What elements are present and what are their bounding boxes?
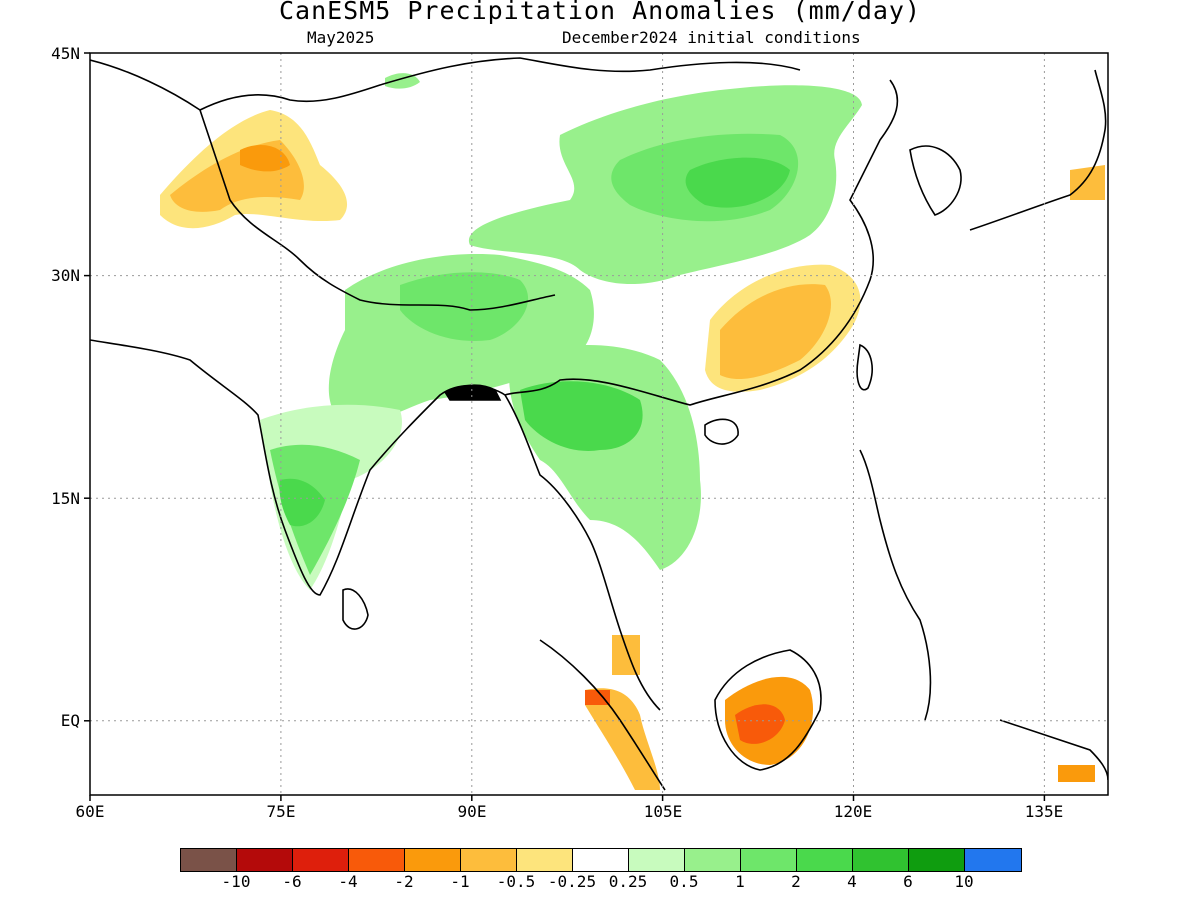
colorbar-swatch bbox=[573, 849, 629, 871]
anomaly-shading bbox=[160, 73, 1105, 790]
colorbar-swatch bbox=[181, 849, 237, 871]
axis-ticks bbox=[84, 52, 1046, 801]
dry-anomaly-sumatra bbox=[585, 688, 660, 790]
map-title: CanESM5 Precipitation Anomalies (mm/day) bbox=[278, 0, 922, 25]
colorbar-swatch bbox=[237, 849, 293, 871]
colorbar-swatch bbox=[629, 849, 685, 871]
dry-anomaly-new-guinea bbox=[1058, 765, 1095, 782]
colorbar-label: -10 bbox=[221, 872, 251, 891]
gridlines bbox=[90, 53, 1108, 795]
colorbar-label: 6 bbox=[903, 872, 913, 891]
colorbar-label: -2 bbox=[394, 872, 414, 891]
colorbar-label: 2 bbox=[791, 872, 801, 891]
forecast-month: May2025 bbox=[307, 28, 375, 47]
wet-anomaly-north-china-max bbox=[685, 157, 790, 208]
colorbar-swatch bbox=[405, 849, 461, 871]
wet-anomaly-indochina bbox=[509, 345, 701, 570]
colorbar-label: -1 bbox=[450, 872, 470, 891]
colorbar-label: 1 bbox=[735, 872, 745, 891]
lon-label-135e: 135E bbox=[1024, 802, 1064, 821]
wet-anomaly-mongolia bbox=[385, 73, 420, 89]
lon-label-90e: 90E bbox=[457, 802, 487, 821]
colorbar-swatch bbox=[909, 849, 965, 871]
dry-anomaly-borneo-core bbox=[735, 704, 785, 744]
colorbar bbox=[180, 848, 1022, 872]
initial-conditions: December2024 initial conditions bbox=[562, 28, 861, 47]
colorbar-swatch bbox=[349, 849, 405, 871]
colorbar-label: 0.25 bbox=[608, 872, 648, 891]
colorbar-swatch bbox=[797, 849, 853, 871]
lat-label-eq: EQ bbox=[60, 711, 80, 730]
colorbar-swatch bbox=[741, 849, 797, 871]
colorbar-swatch bbox=[685, 849, 741, 871]
lat-label-15n: 15N bbox=[51, 489, 80, 508]
colorbar-swatch bbox=[965, 849, 1021, 871]
dry-anomaly-south-china-core bbox=[720, 284, 831, 380]
dry-anomaly-pakistan-max bbox=[240, 145, 290, 172]
colorbar-swatch bbox=[461, 849, 517, 871]
colorbar-label: -0.25 bbox=[547, 872, 597, 891]
wet-anomaly-indochina-core bbox=[520, 381, 643, 451]
colorbar-swatch bbox=[853, 849, 909, 871]
wet-anomaly-india-max bbox=[279, 478, 325, 527]
lon-label-120e: 120E bbox=[833, 802, 873, 821]
plot-frame bbox=[89, 52, 1109, 796]
colorbar-label: -6 bbox=[282, 872, 302, 891]
dry-anomaly-japan bbox=[1070, 165, 1105, 200]
wet-anomaly-himalaya-core bbox=[400, 272, 529, 341]
colorbar-swatch bbox=[517, 849, 573, 871]
dry-anomaly-malaya bbox=[612, 635, 640, 675]
lat-label-45n: 45N bbox=[51, 44, 80, 63]
colorbar-label: 0.5 bbox=[669, 872, 699, 891]
coastlines bbox=[90, 57, 1108, 791]
colorbar-swatch bbox=[293, 849, 349, 871]
colorbar-label: 10 bbox=[954, 872, 974, 891]
lon-label-60e: 60E bbox=[75, 802, 105, 821]
lon-label-75e: 75E bbox=[266, 802, 296, 821]
dry-anomaly-sumatra-edge bbox=[585, 690, 610, 705]
colorbar-label: -4 bbox=[338, 872, 358, 891]
lon-label-105e: 105E bbox=[643, 802, 683, 821]
colorbar-label: 4 bbox=[847, 872, 857, 891]
lat-label-30n: 30N bbox=[51, 266, 80, 285]
colorbar-label: -0.5 bbox=[496, 872, 536, 891]
